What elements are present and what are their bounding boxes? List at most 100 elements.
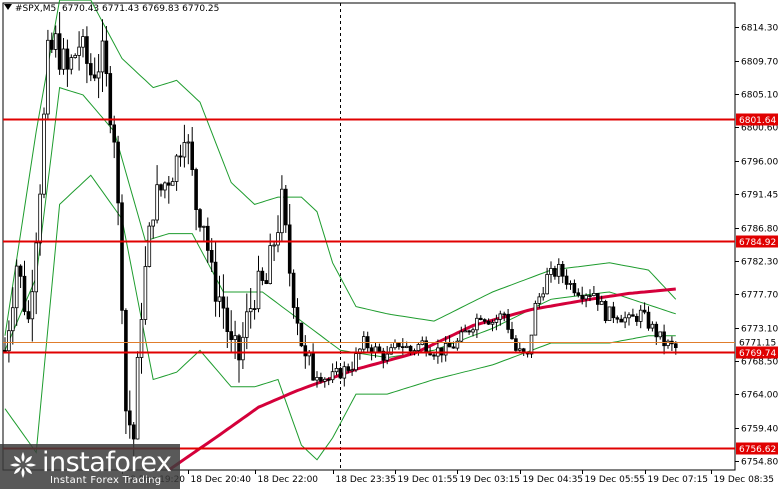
candle-body [557, 263, 561, 277]
candle-body [627, 314, 631, 319]
price-axis-label: 6786.80 [741, 225, 778, 235]
level-price-label: 6769.74 [739, 349, 776, 359]
candle-body [381, 350, 386, 361]
candle-body [291, 272, 296, 308]
candle-body [611, 306, 616, 319]
candle-body [506, 313, 510, 330]
candle-body [163, 182, 167, 191]
candle-body [92, 74, 97, 79]
candle-body [412, 350, 417, 353]
candle-body [112, 124, 117, 143]
candle-body [143, 266, 148, 320]
time-axis-label: 19 Dec 01:55 [398, 475, 459, 485]
candle-body [486, 320, 491, 325]
time-axis-label: 18 Dec 20:40 [191, 475, 252, 485]
candle-body [642, 309, 647, 313]
candle-body [229, 331, 234, 341]
price-axis-label: 6754.80 [741, 458, 778, 468]
candle-body [53, 33, 58, 50]
candle-body [334, 367, 339, 373]
candle-body [221, 296, 226, 309]
time-axis-label: 19 Dec 04:35 [523, 475, 584, 485]
candle-body [330, 371, 335, 381]
time-axis-label: 18 Dec 22:00 [258, 475, 319, 485]
candle-body [623, 317, 627, 323]
logo-name: instaforex [42, 447, 172, 478]
candle-body [518, 348, 522, 351]
candle-body [596, 292, 600, 305]
candle-body [108, 73, 113, 126]
level-price-tag [736, 346, 778, 359]
symbol-dropdown-icon[interactable] [4, 4, 12, 10]
moving-average-line [167, 287, 676, 472]
candle-body [280, 188, 284, 234]
candle-body [463, 330, 467, 333]
level-price-label: 6756.62 [739, 445, 776, 455]
candle-body [478, 317, 483, 320]
level-price-label: 6784.92 [739, 238, 776, 248]
candle-body [194, 169, 198, 210]
candle-body [198, 209, 202, 228]
price-axis-label: 6814.30 [741, 24, 778, 34]
candle-body [22, 275, 27, 312]
candle-body [592, 292, 596, 296]
candle-body [241, 336, 245, 361]
level-price-tag [736, 235, 778, 248]
candle-body [471, 329, 475, 333]
candle-body [326, 378, 331, 381]
candle-body [213, 261, 218, 302]
candle-body [560, 263, 565, 277]
candle-body [178, 155, 183, 158]
candle-body [404, 345, 409, 348]
bollinger-middle-band [4, 86, 676, 359]
candle-body [494, 318, 499, 323]
candle-body [170, 181, 175, 186]
candle-body [283, 188, 288, 226]
candle-body [135, 356, 140, 440]
candle-body [299, 322, 304, 347]
candle-body [658, 331, 662, 338]
candle-body [666, 340, 670, 347]
candle-body [311, 351, 315, 381]
candle-body [650, 323, 655, 329]
time-axis-label: 19 Dec 05:55 [585, 475, 646, 485]
candle-body [85, 36, 89, 64]
candle-body [459, 331, 464, 342]
candle-body [69, 57, 74, 70]
candle-body [268, 245, 272, 285]
level-price-tag [736, 442, 778, 455]
candle-body [159, 184, 163, 191]
candle-body [322, 378, 327, 382]
candle-body [385, 353, 389, 361]
level-price-tag [736, 113, 778, 126]
candle-body [631, 314, 635, 317]
candle-body [588, 295, 592, 297]
price-axis-label: 6805.10 [741, 91, 778, 101]
candle-body [545, 274, 549, 295]
candle-body [73, 55, 78, 59]
candle-body [619, 318, 623, 323]
candle-body [549, 267, 553, 275]
candle-body [564, 275, 569, 285]
plot-frame [2, 2, 736, 471]
candle-body [584, 295, 588, 300]
candle-body [3, 349, 7, 352]
candle-body [89, 63, 93, 76]
instaforex-logo-icon [10, 452, 36, 478]
candle-body [350, 369, 354, 372]
price-axis-label: 6773.10 [741, 325, 778, 335]
candle-body [510, 328, 514, 340]
candles [3, 12, 678, 458]
candle-body [603, 300, 608, 321]
candle-body [451, 346, 456, 349]
symbol-label: #SPX,M5 [15, 4, 57, 14]
price-axis-label: 6800.60 [741, 124, 778, 134]
logo-tagline: Instant Forex Trading [50, 475, 162, 486]
candle-body [303, 345, 308, 357]
price-axis-label: 6809.70 [741, 58, 778, 68]
candle-body [252, 308, 257, 311]
candle-body [377, 346, 382, 352]
candle-body [116, 141, 120, 204]
